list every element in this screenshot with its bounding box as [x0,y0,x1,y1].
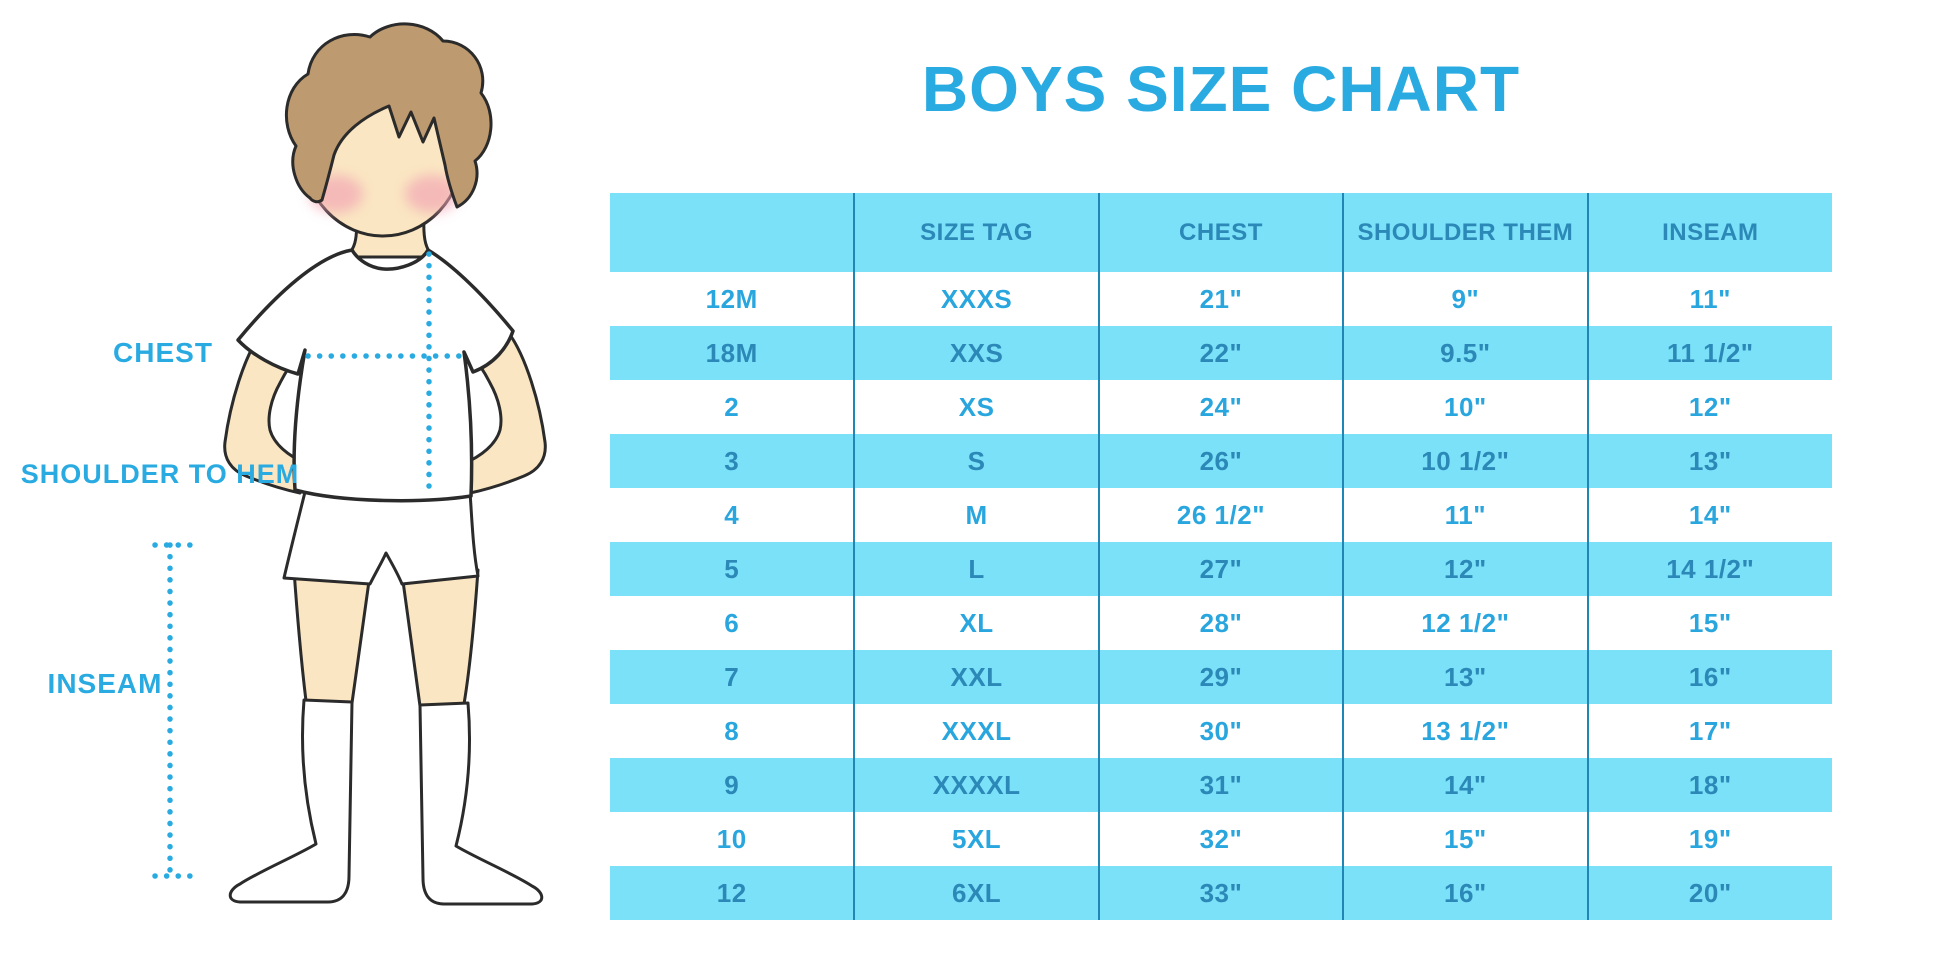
boy-left-leg [292,568,372,705]
table-cell: 12" [1343,542,1589,596]
table-cell: 6 [610,596,856,650]
table-cell: 16" [1343,866,1589,920]
table-cell: 30" [1098,704,1345,758]
table-cell: 14" [1587,488,1832,542]
table-cell: 9" [1343,272,1589,326]
table-row: 4 M 26 1/2" 11" 14" [610,488,1832,542]
shoulder-to-hem-label: SHOULDER TO HEM [21,459,300,489]
table-row: 10 5XL 32" 15" 19" [610,812,1832,866]
table-cell: 11" [1343,488,1589,542]
table-cell: 2 [610,380,856,434]
table-cell: 12" [1587,380,1832,434]
table-cell: 5XL [854,812,1100,866]
table-cell: 32" [1098,812,1345,866]
boy-right-sock [418,701,544,906]
table-cell: 22" [1098,326,1345,380]
table-row: 12M XXXS 21" 9" 11" [610,272,1832,326]
table-cell: 24" [1098,380,1345,434]
table-cell: S [854,434,1100,488]
table-cell: 9 [610,758,856,812]
table-cell: 10 1/2" [1343,434,1589,488]
column-header-shoulder: SHOULDER THEM [1343,193,1589,272]
column-header-size-tag: SIZE TAG [854,193,1100,272]
table-cell: 19" [1587,812,1832,866]
table-row: 8 XXXL 30" 13 1/2" 17" [610,704,1832,758]
table-row: 5 L 27" 12" 14 1/2" [610,542,1832,596]
table-cell: 8 [610,704,856,758]
boy-tshirt [236,248,515,503]
table-row: 6 XL 28" 12 1/2" 15" [610,596,1832,650]
table-cell: 20" [1587,866,1832,920]
boy-illustration: CHEST SHOULDER TO HEM INSEAM [21,22,547,906]
table-cell: 16" [1587,650,1832,704]
table-cell: 13 1/2" [1343,704,1589,758]
table-cell: 12 1/2" [1343,596,1589,650]
table-cell: 29" [1098,650,1345,704]
table-cell: 21" [1098,272,1345,326]
table-cell: 18M [610,326,856,380]
size-table: SIZE TAG CHEST SHOULDER THEM INSEAM 12M X… [610,193,1832,920]
table-cell: 31" [1098,758,1345,812]
table-cell: 15" [1587,596,1832,650]
table-cell: 10" [1343,380,1589,434]
table-row: 9 XXXXL 31" 14" 18" [610,758,1832,812]
table-cell: XXL [854,650,1100,704]
size-table-body: 12M XXXS 21" 9" 11" 18M XXS 22" 9.5" 11 1/2" 2 XS 24… [610,272,1832,920]
table-cell: 4 [610,488,856,542]
table-cell: 27" [1098,542,1345,596]
table-cell: 13" [1343,650,1589,704]
boy-shorts [282,486,480,586]
column-header-chest: CHEST [1098,193,1345,272]
boy-right-leg [400,568,480,708]
boy-cheek-right [405,175,459,213]
size-table-header: SIZE TAG CHEST SHOULDER THEM INSEAM [610,193,1832,272]
table-cell: XS [854,380,1100,434]
table-cell: 11" [1587,272,1832,326]
inseam-label: INSEAM [48,668,163,699]
table-cell: 26 1/2" [1098,488,1345,542]
table-cell: 14" [1343,758,1589,812]
boy-left-sock [228,698,354,904]
table-cell: 9.5" [1343,326,1589,380]
boy-hair [284,22,493,209]
table-cell: 10 [610,812,856,866]
table-cell: 17" [1587,704,1832,758]
table-cell: 11 1/2" [1587,326,1832,380]
table-cell: 5 [610,542,856,596]
table-cell: XXS [854,326,1100,380]
table-row: 18M XXS 22" 9.5" 11 1/2" [610,326,1832,380]
table-cell: 12M [610,272,856,326]
table-cell: XXXL [854,704,1100,758]
table-cell: 26" [1098,434,1345,488]
table-cell: XXXXL [854,758,1100,812]
table-cell: 14 1/2" [1587,542,1832,596]
table-cell: M [854,488,1100,542]
table-cell: 15" [1343,812,1589,866]
table-cell: 3 [610,434,856,488]
table-cell: L [854,542,1100,596]
chest-label: CHEST [113,337,213,368]
table-cell: 33" [1098,866,1345,920]
table-cell: 13" [1587,434,1832,488]
table-row: 12 6XL 33" 16" 20" [610,866,1832,920]
column-header-inseam: INSEAM [1587,193,1832,272]
table-cell: 18" [1587,758,1832,812]
table-cell: 7 [610,650,856,704]
table-row: 3 S 26" 10 1/2" 13" [610,434,1832,488]
table-cell: XL [854,596,1100,650]
table-cell: 28" [1098,596,1345,650]
table-row: 2 XS 24" 10" 12" [610,380,1832,434]
page-title: BOYS SIZE CHART [921,53,1521,125]
table-row: 7 XXL 29" 13" 16" [610,650,1832,704]
column-header-size [610,193,856,272]
header-row: SIZE TAG CHEST SHOULDER THEM INSEAM [610,193,1832,272]
table-cell: XXXS [854,272,1100,326]
table-cell: 6XL [854,866,1100,920]
table-cell: 12 [610,866,856,920]
